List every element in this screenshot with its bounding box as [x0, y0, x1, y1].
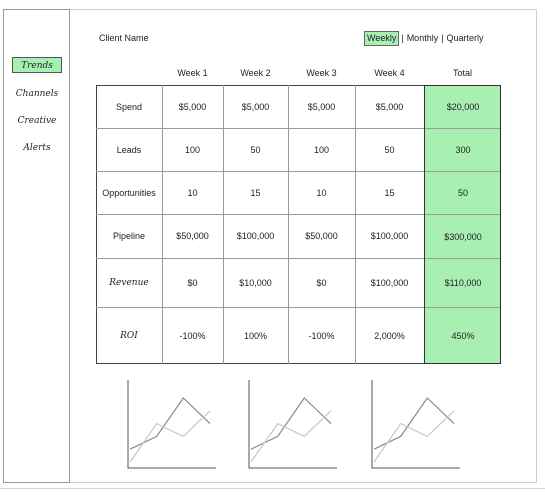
sparkline-chart	[127, 380, 216, 469]
period-monthly[interactable]: Monthly	[406, 33, 439, 43]
table-cell: $0	[187, 277, 198, 288]
period-separator: |	[441, 33, 444, 43]
sparkline-series-line	[250, 410, 332, 463]
sparkline-axis	[127, 380, 216, 469]
row-label: ROI	[120, 330, 138, 341]
sparkline-series-line	[129, 397, 211, 450]
table-column-divider	[288, 85, 289, 364]
row-label: Pipeline	[112, 231, 146, 241]
table-cell: $5,000	[375, 101, 404, 112]
total-cell: $300,000	[425, 215, 501, 258]
sparkline-chart	[248, 380, 337, 469]
table-row-divider	[96, 258, 501, 259]
table-column-divider	[355, 85, 356, 364]
table-column-divider	[162, 85, 163, 364]
sparkline-chart	[371, 380, 460, 469]
table-cell: 50	[250, 144, 261, 155]
table-row-divider	[96, 128, 501, 129]
column-header-total: Total	[452, 68, 472, 78]
column-header-week-2: Week 2	[240, 68, 271, 78]
table-cell: -100%	[308, 330, 335, 341]
table-cell: $50,000	[176, 231, 209, 241]
table-cell: 100%	[243, 330, 268, 341]
row-label: Spend	[115, 101, 143, 112]
sidebar-item-alerts[interactable]: Alerts	[23, 143, 51, 153]
table-column-divider	[223, 85, 224, 364]
table-cell: $100,000	[370, 231, 409, 241]
sparkline-axis	[248, 380, 337, 469]
table-cell: 15	[384, 187, 395, 198]
sparkline-series-line	[129, 410, 211, 463]
table-cell: $5,000	[241, 101, 270, 112]
table-cell: 100	[184, 144, 201, 155]
total-cell: $110,000	[425, 259, 501, 307]
row-label: Opportunities	[102, 187, 156, 198]
sidebar: Trends Channels Creative Alerts	[3, 9, 70, 483]
column-header-week-1: Week 1	[177, 68, 208, 78]
table-cell: $100,000	[370, 277, 409, 288]
table-cell: 10	[187, 187, 198, 198]
table-cell: 2,000%	[374, 330, 405, 341]
table-cell: $5,000	[178, 101, 207, 112]
table-cell: 50	[384, 144, 395, 155]
table-row-divider	[96, 214, 501, 215]
sparkline-series-line	[373, 410, 455, 463]
table-cell: $100,000	[236, 231, 275, 241]
period-quarterly[interactable]: Quarterly	[446, 33, 484, 43]
sidebar-item-creative[interactable]: Creative	[17, 116, 57, 126]
period-weekly[interactable]: Weekly	[364, 31, 400, 46]
client-name: Client Name	[99, 33, 149, 43]
total-cell: 450%	[425, 308, 501, 364]
total-cell: 50	[425, 172, 501, 214]
table-cell: 100	[313, 144, 330, 155]
table-cell: 15	[250, 187, 261, 198]
main-panel	[70, 9, 537, 483]
sidebar-item-trends[interactable]: Trends	[12, 57, 62, 73]
column-header-week-3: Week 3	[306, 68, 337, 78]
period-separator: |	[401, 33, 404, 43]
sparkline-axis	[371, 380, 460, 469]
sparkline-series-line	[373, 397, 455, 450]
table-cell: $10,000	[239, 277, 272, 288]
table-row-divider	[96, 171, 501, 172]
total-cell: $20,000	[425, 86, 501, 128]
table-cell: 10	[316, 187, 327, 198]
table-cell: -100%	[179, 330, 206, 341]
table-row-divider	[96, 307, 501, 308]
bottom-divider	[0, 488, 545, 489]
table-cell: $5,000	[307, 101, 336, 112]
period-selector: Weekly | Monthly | Quarterly	[364, 31, 485, 46]
total-cell: 300	[425, 129, 501, 171]
row-label: Leads	[116, 144, 142, 155]
sidebar-item-channels[interactable]: Channels	[15, 89, 59, 99]
row-label: Revenue	[109, 277, 149, 288]
column-header-week-4: Week 4	[374, 68, 405, 78]
table-cell: $0	[316, 277, 327, 288]
sparkline-series-line	[250, 397, 332, 450]
table-cell: $50,000	[305, 231, 338, 241]
